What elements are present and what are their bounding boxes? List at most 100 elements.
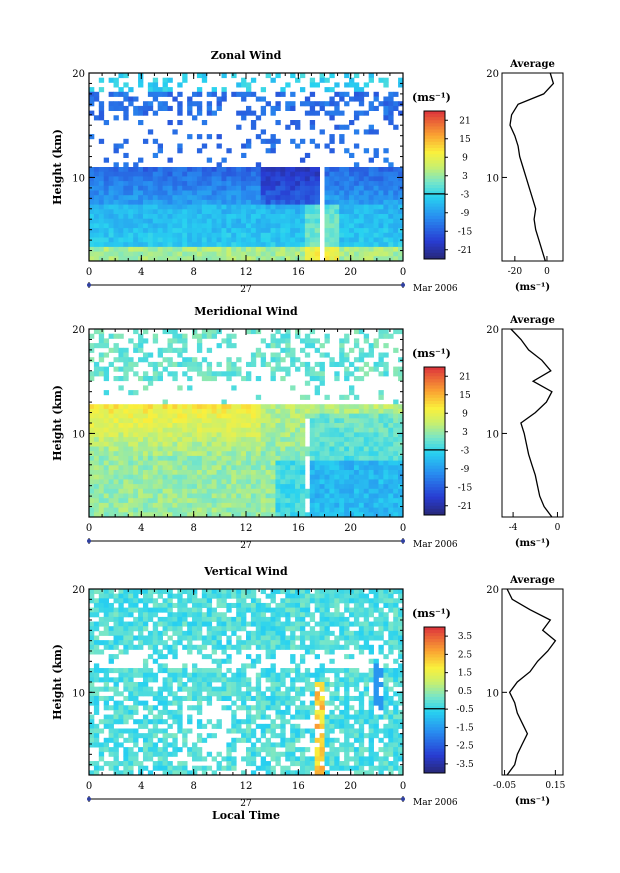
heatmap-cell	[334, 460, 340, 466]
heatmap-cell	[231, 498, 237, 504]
heatmap-cell	[285, 437, 291, 443]
heatmap-cell	[172, 195, 178, 201]
heatmap-cell	[89, 742, 95, 748]
heatmap-cell	[241, 593, 247, 599]
heatmap-cell	[118, 465, 124, 471]
heatmap-cell	[373, 181, 379, 187]
heatmap-cell	[373, 512, 379, 518]
heatmap-cell	[128, 96, 134, 102]
heatmap-cell	[133, 195, 139, 201]
heatmap-cell	[89, 677, 95, 683]
heatmap-cell	[93, 626, 100, 632]
heatmap-cell	[241, 677, 247, 683]
heatmap-cell	[98, 465, 105, 471]
heatmap-cell	[373, 129, 379, 135]
heatmap-cell	[123, 598, 129, 604]
heatmap-cell	[255, 691, 262, 697]
heatmap-cell	[216, 765, 222, 771]
heatmap-cell	[157, 143, 163, 149]
heatmap-cell	[182, 441, 188, 447]
heatmap-cell	[152, 371, 159, 377]
heatmap-cell	[270, 695, 276, 701]
heatmap-cell	[329, 432, 335, 438]
heatmap-cell	[275, 498, 281, 504]
heatmap-cell	[290, 602, 296, 608]
heatmap-cell	[226, 242, 232, 248]
heatmap-cell	[182, 408, 188, 414]
heatmap-cell	[324, 218, 330, 224]
heatmap-cell	[290, 446, 296, 452]
heatmap-cell	[187, 686, 193, 692]
heatmap-cell	[344, 124, 350, 130]
heatmap-cell	[285, 185, 291, 191]
heatmap-cell	[172, 423, 178, 429]
heatmap-cell	[206, 157, 213, 163]
heatmap-cell	[393, 214, 399, 220]
heatmap-cell	[250, 493, 257, 499]
heatmap-cell	[192, 441, 198, 447]
heatmap-cell	[275, 512, 281, 518]
heatmap-cell	[314, 479, 320, 485]
heatmap-cell	[142, 451, 149, 457]
heatmap-cell	[339, 394, 345, 400]
heatmap-cell	[93, 512, 100, 518]
heatmap-cell	[162, 621, 168, 627]
heatmap-cell	[353, 376, 360, 382]
heatmap-cell	[373, 105, 379, 111]
heatmap-cell	[201, 723, 208, 729]
heatmap-cell	[177, 602, 183, 608]
heatmap-cell	[265, 686, 271, 692]
heatmap-cell	[93, 733, 100, 739]
heatmap-cell	[231, 246, 237, 252]
heatmap-cell	[246, 502, 252, 508]
heatmap-cell	[201, 640, 208, 646]
heatmap-cell	[334, 507, 340, 513]
heatmap-cell	[206, 223, 213, 229]
heatmap-cell	[260, 352, 267, 358]
heatmap-cell	[187, 105, 193, 111]
heatmap-cell	[108, 616, 114, 622]
average-x-tick-label: 0	[544, 267, 550, 277]
heatmap-cell	[373, 338, 379, 344]
heatmap-cell	[123, 256, 129, 262]
heatmap-cell	[128, 626, 134, 632]
heatmap-cell	[216, 616, 222, 622]
heatmap-cell	[118, 73, 124, 79]
colorbar-segment	[424, 481, 445, 485]
heatmap-cell	[192, 232, 198, 238]
heatmap-cell	[138, 589, 144, 595]
colorbar-tick-label: -9	[461, 465, 470, 475]
heatmap-cell	[236, 185, 242, 191]
heatmap-cell	[142, 460, 149, 466]
heatmap-cell	[157, 101, 163, 107]
heatmap-cell	[363, 451, 370, 457]
colorbar-segment	[424, 169, 445, 174]
heatmap-cell	[172, 218, 178, 224]
heatmap-cell	[339, 209, 345, 215]
heatmap-cell	[231, 427, 237, 433]
heatmap-cell	[368, 507, 374, 513]
heatmap-cell	[118, 470, 124, 476]
heatmap-cell	[255, 640, 262, 646]
heatmap-cell	[201, 451, 208, 457]
heatmap-cell	[299, 190, 306, 196]
colorbar-segment	[424, 425, 445, 430]
heatmap-cell	[250, 451, 257, 457]
heatmap-cell	[162, 728, 168, 734]
colorbar-segment	[424, 123, 445, 127]
heatmap-cell	[123, 437, 129, 443]
heatmap-cell	[353, 185, 360, 191]
heatmap-cell	[182, 167, 188, 173]
heatmap-cell	[221, 470, 227, 476]
heatmap-cell	[329, 101, 335, 107]
heatmap-cell	[103, 176, 110, 182]
heatmap-cell	[192, 602, 198, 608]
heatmap-cell	[368, 105, 374, 111]
heatmap-cell	[270, 733, 276, 739]
heatmap-cell	[280, 709, 286, 715]
heatmap-cell	[265, 507, 271, 513]
heatmap-cell	[216, 167, 222, 173]
heatmap-cell	[142, 714, 149, 720]
heatmap-cell	[182, 761, 188, 767]
heatmap-cell	[383, 333, 389, 339]
